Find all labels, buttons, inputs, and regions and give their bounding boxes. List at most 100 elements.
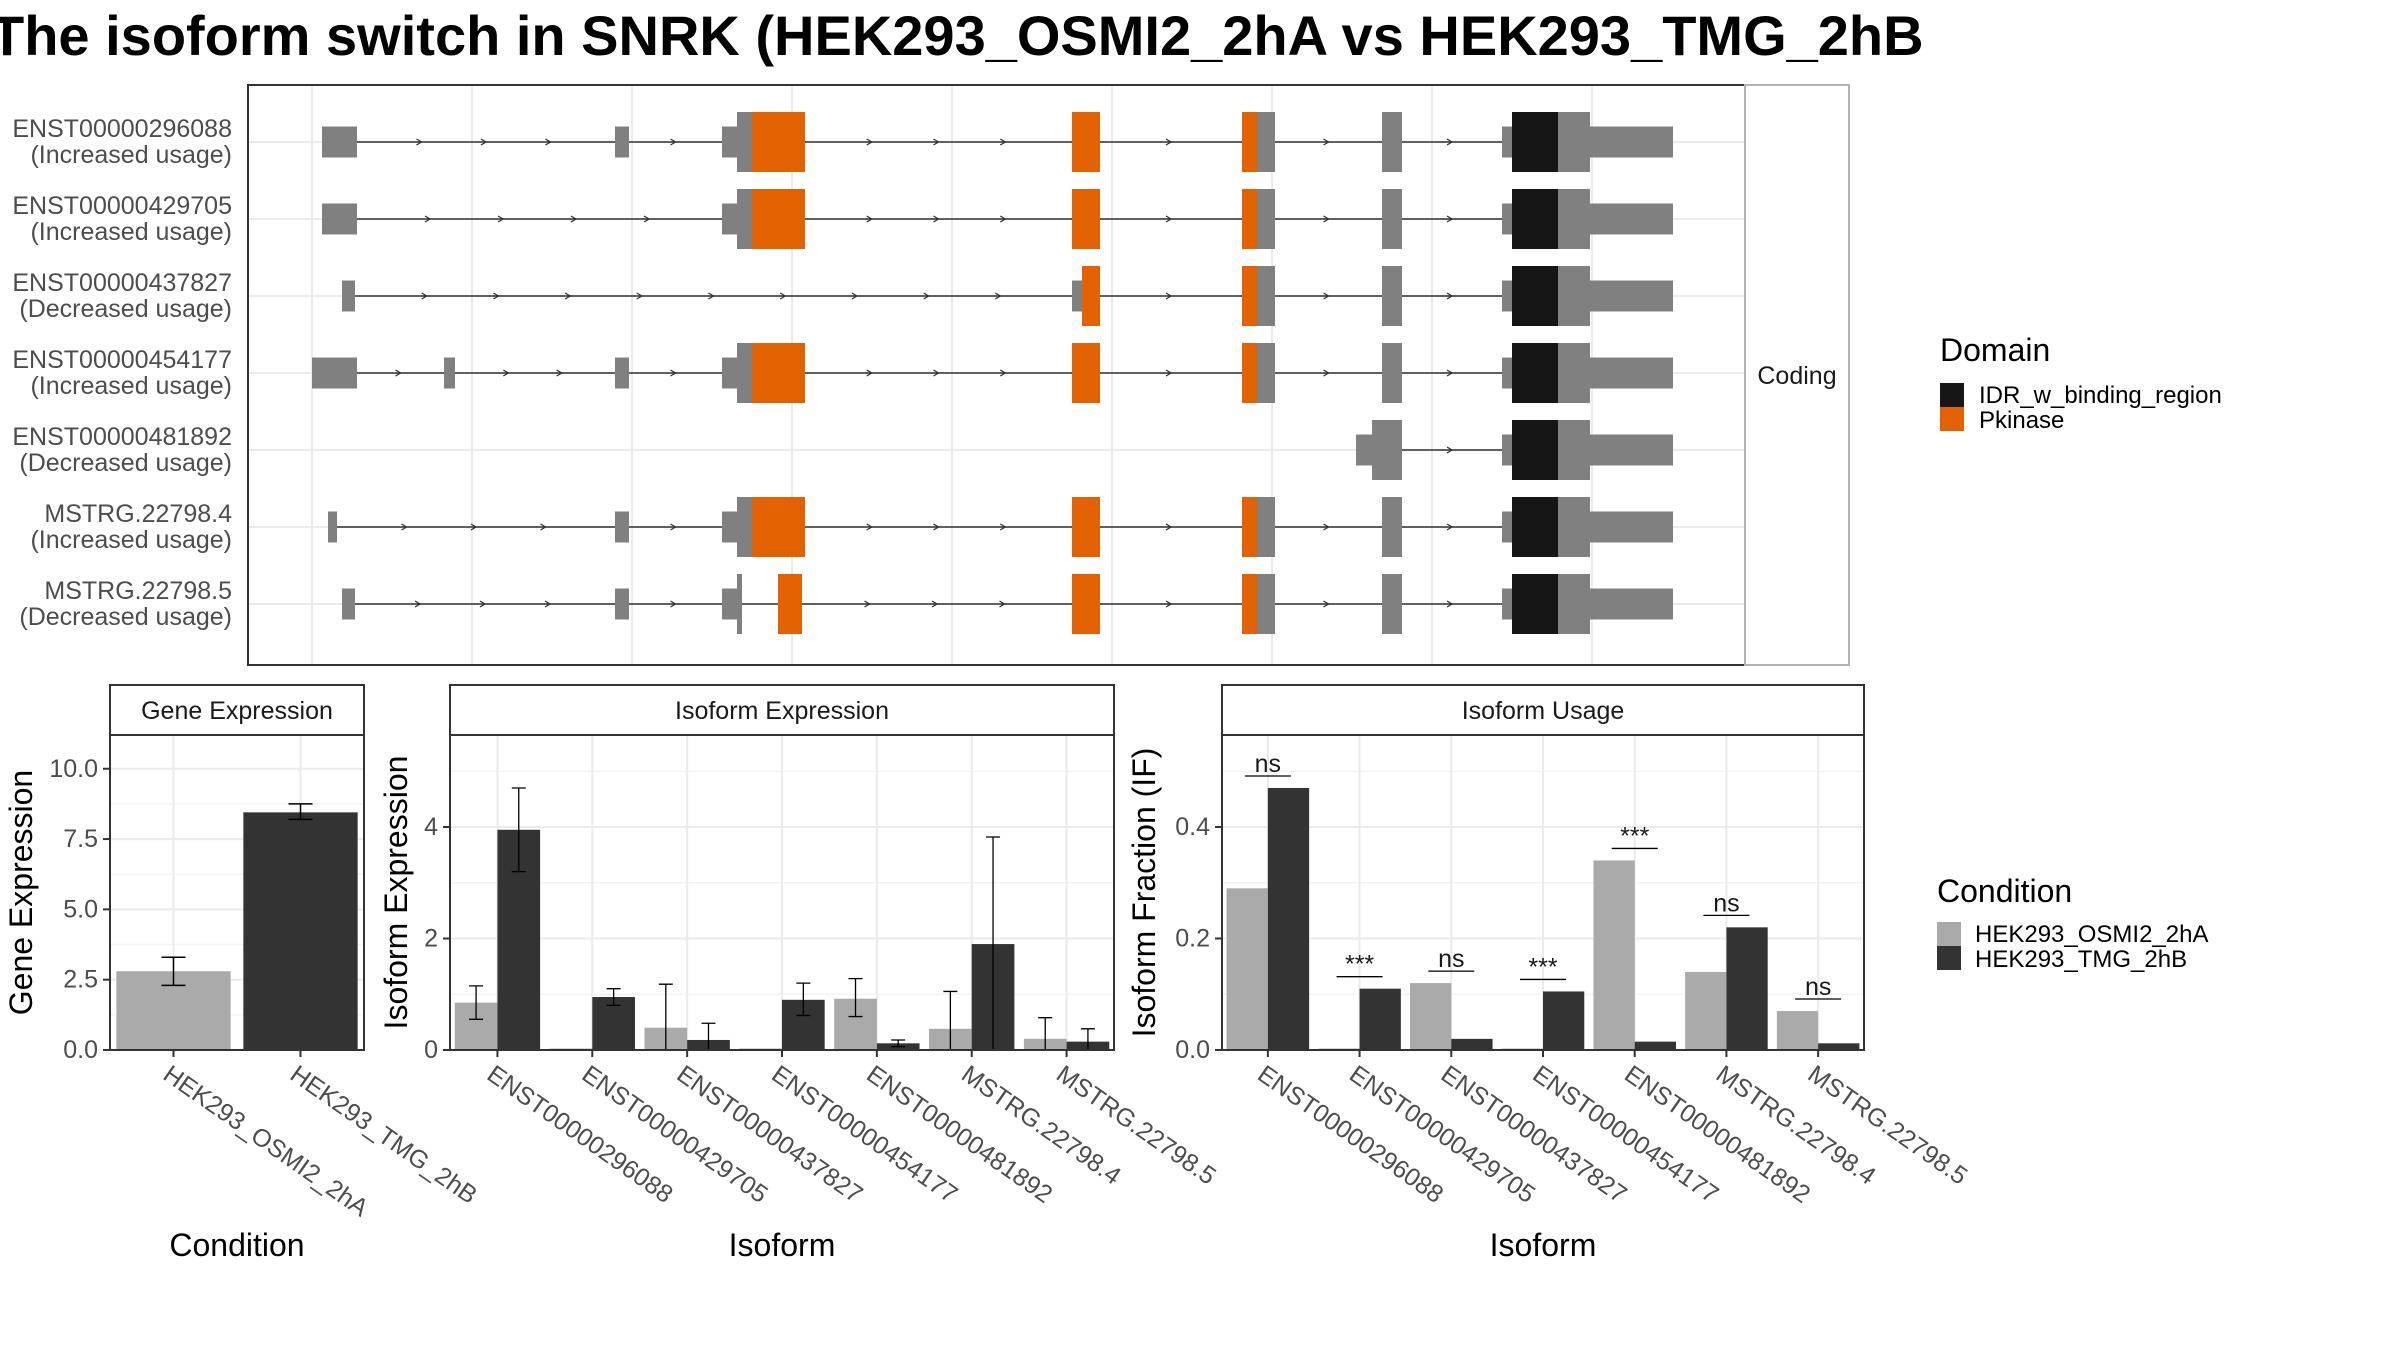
intron-arrow <box>564 292 572 300</box>
intron-arrow <box>866 138 874 146</box>
y-tick-label: 5.0 <box>63 895 98 923</box>
x-tick-label: HEK293_OSMI2_2hA <box>158 1060 374 1223</box>
intron-arrow <box>923 292 930 300</box>
exon-block <box>615 511 629 543</box>
x-tick-label: MSTRG.22798.4 <box>956 1060 1126 1191</box>
x-tick-label: MSTRG.22798.5 <box>1803 1060 1973 1191</box>
intron-arrow <box>1446 523 1454 531</box>
intron-arrow <box>401 523 408 531</box>
intron-arrow <box>1165 523 1173 531</box>
panel-title: Isoform Usage <box>1462 697 1625 725</box>
idr-domain <box>1512 420 1558 480</box>
exon-block <box>328 511 337 543</box>
transcript-status-label: (Increased usage) <box>30 141 232 169</box>
bar <box>1726 927 1768 1050</box>
intron-arrow <box>545 138 552 146</box>
bar <box>1593 860 1635 1050</box>
legend-label-pkinase: Pkinase <box>1979 407 2064 434</box>
exon-block <box>737 343 752 403</box>
pkinase-domain <box>1242 343 1257 403</box>
significance-label: *** <box>1345 951 1374 979</box>
intron-arrow <box>1165 600 1173 608</box>
exon-block <box>1502 588 1512 620</box>
idr-domain <box>1512 343 1558 403</box>
intron-arrow <box>414 600 422 608</box>
pkinase-domain <box>752 189 805 249</box>
exon-block <box>1502 434 1512 466</box>
transcript-name-label: ENST00000296088 <box>12 115 232 143</box>
condition-legend-title: Condition <box>1937 873 2072 909</box>
y-tick-label: 2.5 <box>63 966 98 994</box>
intron-arrow <box>1323 292 1330 300</box>
transcript-name-label: ENST00000454177 <box>12 346 232 374</box>
exon-block <box>615 126 629 158</box>
bar <box>1226 888 1268 1050</box>
condition-legend: Condition HEK293_OSMI2_2hA HEK293_TMG_2h… <box>1937 873 2208 973</box>
exon-block <box>1356 434 1372 466</box>
intron-arrow <box>1323 523 1330 531</box>
pkinase-domain <box>1072 112 1100 172</box>
intron-arrow <box>999 138 1007 146</box>
pkinase-domain <box>1072 574 1100 634</box>
error-bar <box>469 985 484 1020</box>
error-bar <box>848 977 863 1018</box>
intron-arrow <box>1165 369 1173 377</box>
exon-block <box>722 203 737 235</box>
y-axis-title: Isoform Fraction (IF) <box>1126 748 1162 1038</box>
error-bar <box>511 787 526 873</box>
intron-arrow <box>670 369 677 377</box>
intron-arrow <box>851 292 859 300</box>
intron-arrow <box>779 292 787 300</box>
exon-block <box>1590 280 1673 312</box>
exon-block <box>1382 497 1402 557</box>
exon-block <box>1257 574 1275 634</box>
exon-block <box>342 280 355 312</box>
pkinase-domain <box>1242 497 1257 557</box>
intron-arrow <box>866 369 874 377</box>
intron-arrow <box>999 369 1007 377</box>
legend-swatch-idr <box>1940 383 1964 407</box>
significance-label: ns <box>1438 945 1464 973</box>
exon-block <box>1558 497 1590 557</box>
intron-arrow <box>866 215 874 223</box>
exon-block <box>737 574 742 634</box>
intron-arrow <box>424 215 432 223</box>
exon-block <box>322 203 357 235</box>
transcript-status-label: (Increased usage) <box>30 372 232 400</box>
transcript-name-label: ENST00000481892 <box>12 423 232 451</box>
intron-arrow <box>1446 292 1454 300</box>
intron-arrow <box>1323 600 1330 608</box>
idr-domain <box>1512 266 1558 326</box>
intron-arrow <box>933 138 940 146</box>
intron-arrow <box>544 600 552 608</box>
exon-block <box>1502 357 1512 389</box>
intron-arrow <box>643 215 651 223</box>
exon-block <box>1382 574 1402 634</box>
intron-arrow <box>866 523 874 531</box>
transcript-row <box>1356 420 1673 480</box>
intron-arrow <box>395 369 402 377</box>
legend-swatch-condition-a <box>1937 922 1961 946</box>
bar <box>1776 1010 1819 1050</box>
pkinase-domain <box>1242 189 1257 249</box>
bar <box>1410 983 1452 1050</box>
transcript-name-label: ENST00000437827 <box>12 269 232 297</box>
y-tick-label: 4 <box>424 813 438 841</box>
intron-arrow <box>421 292 428 300</box>
intron-arrow <box>570 215 578 223</box>
legend-swatch-pkinase <box>1940 407 1964 431</box>
exon-block <box>312 357 357 389</box>
intron-arrow <box>1446 138 1454 146</box>
pkinase-domain <box>1072 497 1100 557</box>
facet-label-coding: Coding <box>1757 362 1836 390</box>
exon-block <box>1382 266 1402 326</box>
y-axis-title: Isoform Expression <box>378 756 414 1030</box>
facet-strip <box>109 684 365 736</box>
exon-block <box>722 357 737 389</box>
exon-block <box>1502 203 1512 235</box>
transcript-status-label: (Decreased usage) <box>19 603 232 631</box>
exon-block <box>1382 189 1402 249</box>
exon-block <box>1372 420 1402 480</box>
